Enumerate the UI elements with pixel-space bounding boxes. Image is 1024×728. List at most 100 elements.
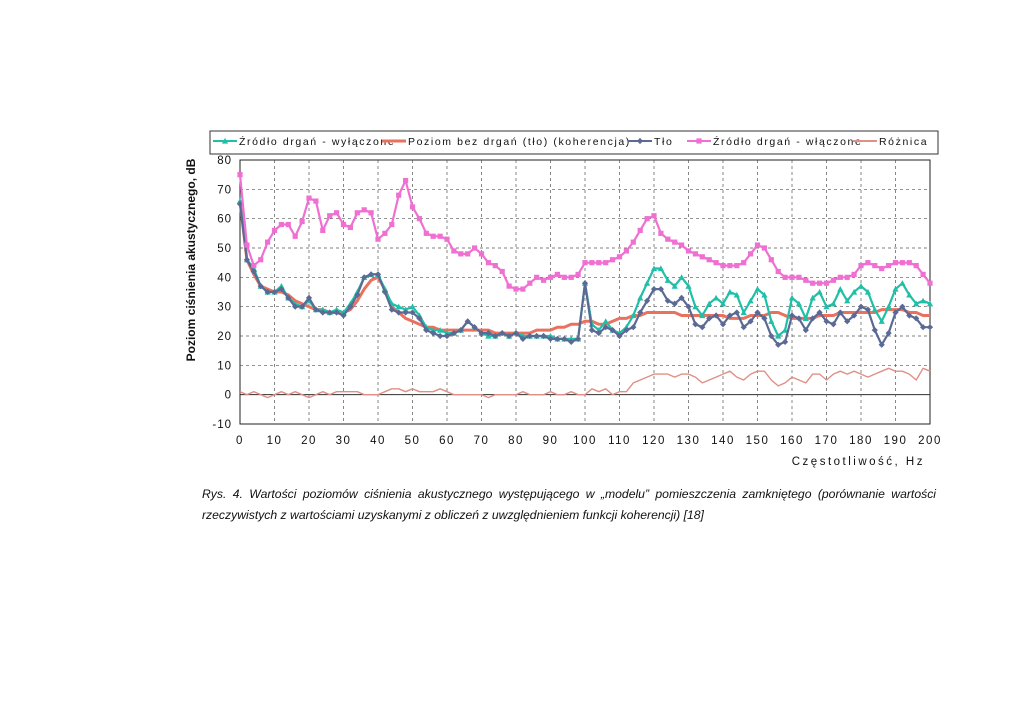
x-tick-label: 20 — [301, 435, 317, 447]
data-point-0 — [726, 288, 733, 295]
data-point-0 — [885, 303, 892, 310]
data-point-3 — [623, 248, 629, 254]
data-point-3 — [299, 219, 305, 225]
data-point-3 — [444, 236, 450, 242]
data-point-0 — [906, 291, 913, 298]
data-point-3 — [354, 210, 360, 216]
data-point-3 — [899, 260, 905, 266]
data-point-2 — [713, 312, 720, 319]
data-point-2 — [402, 309, 409, 316]
data-point-3 — [637, 227, 643, 233]
data-point-2 — [257, 283, 264, 290]
data-point-2 — [678, 294, 685, 301]
data-point-0 — [920, 297, 927, 304]
data-point-2 — [664, 297, 671, 304]
legend-label: Tło — [654, 136, 673, 148]
data-point-2 — [547, 335, 554, 343]
data-point-0 — [775, 332, 782, 339]
x-axis-label: Częstotliwość, Hz — [792, 456, 925, 468]
data-point-2 — [457, 327, 464, 334]
x-tick-label: 0 — [236, 435, 244, 447]
data-point-2 — [899, 303, 906, 310]
legend-label: Źródło drgań - wyłączone — [239, 135, 395, 148]
data-point-3 — [389, 221, 395, 228]
data-point-2 — [823, 318, 830, 325]
data-point-2 — [533, 332, 540, 340]
data-point-2 — [319, 309, 326, 316]
data-point-3 — [692, 251, 698, 257]
data-point-3 — [382, 230, 388, 236]
data-point-2 — [250, 268, 257, 275]
data-point-3 — [720, 263, 726, 269]
data-point-3 — [920, 271, 926, 277]
data-point-2 — [368, 271, 375, 278]
data-point-2 — [485, 329, 492, 337]
data-point-0 — [851, 288, 858, 295]
data-point-2 — [561, 335, 568, 343]
data-point-2 — [644, 297, 651, 304]
x-tick-label: 160 — [780, 435, 804, 447]
data-point-2 — [864, 306, 871, 313]
data-point-3 — [775, 268, 781, 275]
data-point-2 — [443, 332, 451, 340]
data-point-3 — [465, 251, 471, 257]
data-point-0 — [802, 315, 809, 321]
data-point-3 — [527, 280, 533, 286]
data-point-3 — [879, 265, 885, 272]
data-point-3 — [340, 221, 347, 228]
data-point-3 — [458, 251, 464, 257]
data-point-3 — [768, 257, 774, 263]
data-point-2 — [623, 327, 630, 334]
data-point-2 — [761, 315, 768, 322]
data-point-3 — [851, 271, 857, 277]
x-tick-label: 190 — [884, 435, 908, 447]
data-point-2 — [602, 324, 609, 331]
y-tick-label: 60 — [217, 214, 232, 226]
data-point-2 — [471, 324, 478, 331]
data-point-3 — [278, 221, 284, 228]
data-point-3 — [823, 280, 830, 286]
data-point-2 — [588, 327, 595, 334]
legend-swatch-marker — [221, 137, 229, 144]
data-point-0 — [699, 312, 706, 319]
data-point-2 — [692, 321, 699, 328]
data-point-2 — [851, 312, 858, 319]
x-tick-label: 40 — [370, 435, 386, 447]
data-point-3 — [375, 236, 381, 242]
data-point-0 — [409, 303, 416, 310]
y-tick-label: 40 — [217, 272, 232, 284]
data-point-2 — [381, 288, 388, 296]
data-point-2 — [333, 309, 340, 316]
legend-box — [209, 130, 939, 155]
data-point-3 — [685, 248, 692, 254]
data-point-0 — [823, 303, 830, 310]
data-point-3 — [817, 280, 823, 286]
data-point-3 — [244, 242, 250, 248]
data-point-2 — [581, 280, 589, 287]
data-point-3 — [478, 251, 485, 257]
data-point-2 — [285, 294, 292, 301]
data-point-2 — [885, 329, 892, 337]
x-tick-label: 60 — [439, 435, 455, 447]
data-point-3 — [858, 263, 864, 269]
data-point-0 — [816, 288, 823, 295]
data-point-0 — [788, 294, 796, 301]
x-tick-label: 30 — [336, 435, 352, 447]
data-point-0 — [644, 280, 651, 286]
data-point-2 — [464, 318, 471, 325]
y-axis-label: Poziom ciśnienia akustycznego, dB — [184, 158, 198, 361]
legend-label: Źródło drgań - włączone — [713, 135, 862, 148]
data-point-3 — [596, 260, 602, 266]
data-point-3 — [803, 277, 809, 283]
data-point-0 — [706, 300, 713, 307]
x-tick-label: 90 — [543, 435, 559, 447]
y-tick-label: -10 — [212, 419, 232, 431]
data-point-2 — [430, 329, 437, 337]
data-point-2 — [554, 335, 561, 343]
data-point-0 — [236, 197, 244, 204]
x-tick-label: 10 — [267, 435, 283, 447]
data-point-3 — [810, 280, 816, 286]
data-point-3 — [706, 257, 712, 263]
data-point-2 — [243, 256, 250, 263]
data-point-3 — [616, 254, 623, 260]
